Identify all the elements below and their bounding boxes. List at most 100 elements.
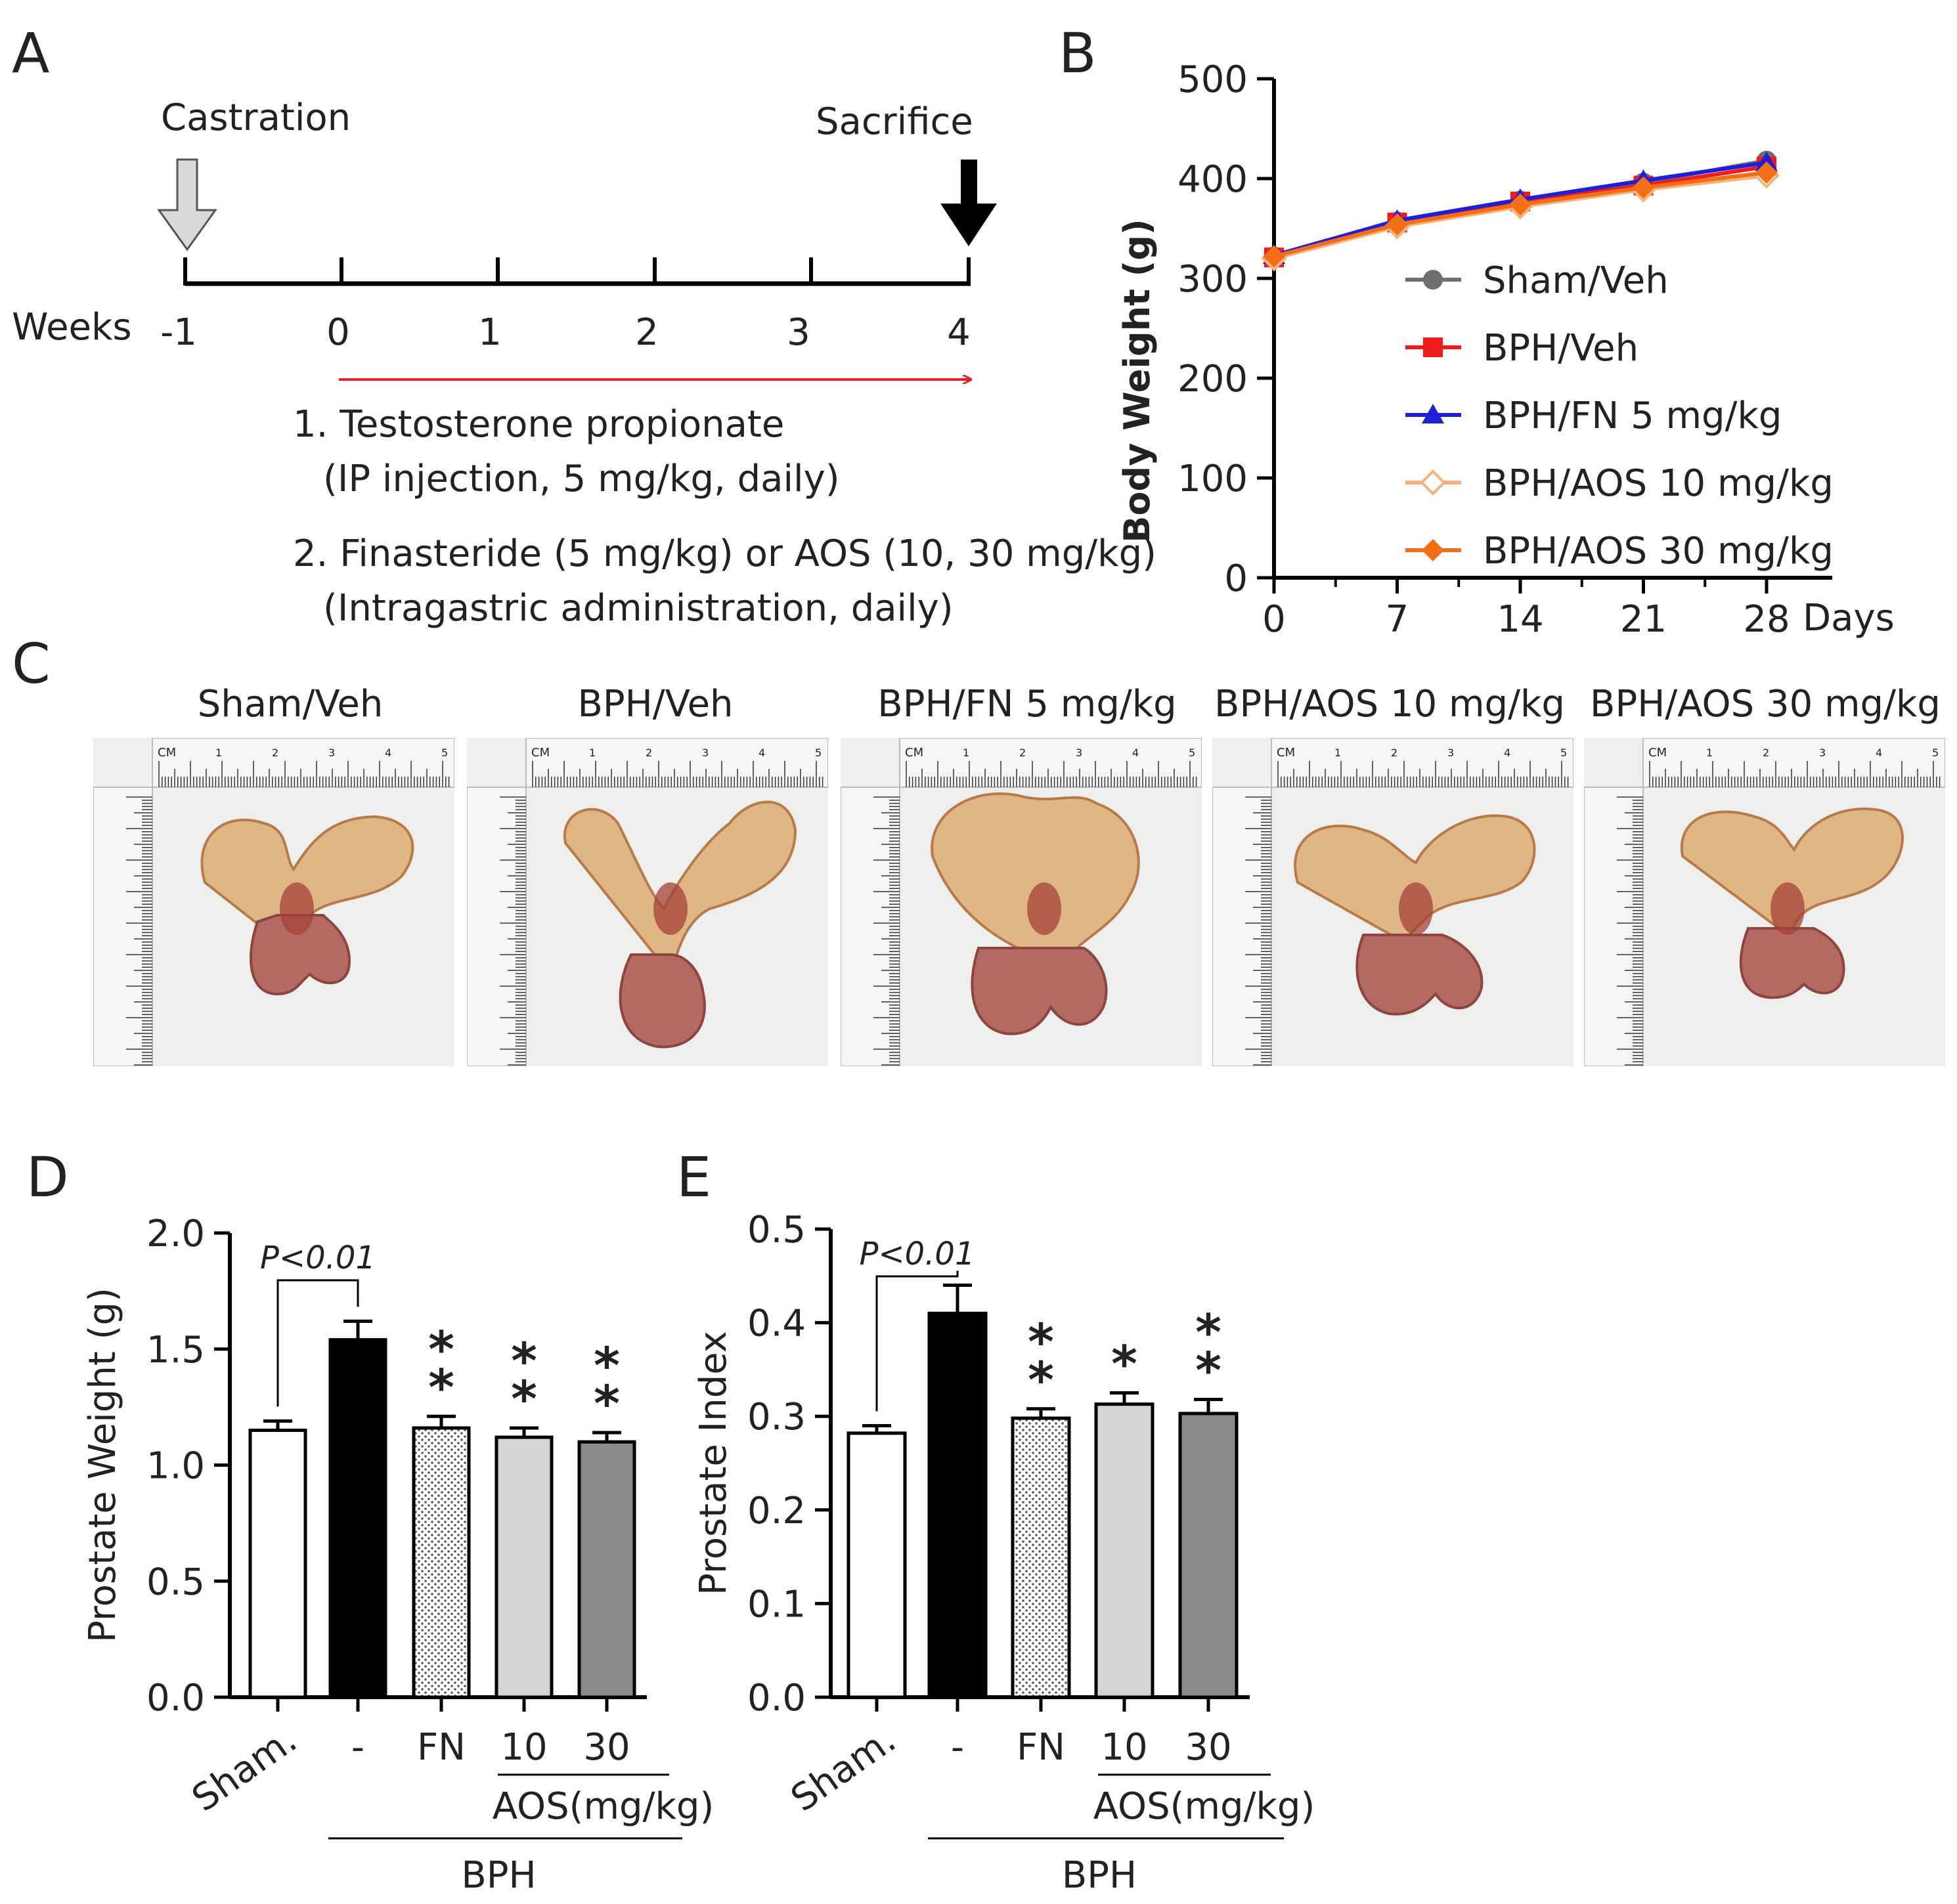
prostate-photo-fn: CM 1 2 3 4 5 <box>841 738 1202 1066</box>
legend-label: BPH/Veh <box>1483 327 1638 370</box>
prostate-photo-aos30: CM 1 2 3 4 5 <box>1584 738 1945 1066</box>
p-value-label: P<0.01 <box>260 1240 376 1276</box>
castration-label: Castration <box>161 97 351 139</box>
y-tick-label: 100 <box>1177 458 1248 500</box>
ruler-number: 4 <box>1132 746 1139 759</box>
photo-title-bph: BPH/Veh <box>577 683 734 725</box>
prostate-photo-drawing: CM 1 2 3 4 5 <box>93 738 454 1066</box>
y-tick-label: 2.0 <box>146 1213 205 1255</box>
y-axis-label: Prostate Index <box>692 1331 735 1595</box>
timeline: Castration Sacrifice Weeks -1 0 1 2 3 4 … <box>12 97 1156 630</box>
y-tick-label: 400 <box>1177 158 1248 201</box>
bar <box>577 1440 636 1699</box>
legend-marker <box>1420 469 1446 496</box>
sacrifice-label: Sacrifice <box>816 100 973 143</box>
x-tick-label: 28 <box>1743 598 1790 641</box>
data-point <box>1755 161 1778 184</box>
ruler-number: 2 <box>272 746 278 759</box>
ruler-number: 2 <box>646 746 652 759</box>
legend-label: Sham/Veh <box>1483 259 1669 302</box>
bar <box>1011 1416 1071 1699</box>
bar <box>847 1431 907 1699</box>
legend-label: BPH/AOS 30 mg/kg <box>1483 530 1834 573</box>
ruler-number: 3 <box>702 746 709 759</box>
category-label: FN <box>417 1726 466 1769</box>
panel-label-c: C <box>12 632 51 696</box>
week-tick-label: 3 <box>787 311 810 354</box>
prostate-photo-drawing: CM 1 2 3 4 5 <box>1212 738 1573 1066</box>
week-tick-label: -1 <box>160 311 197 354</box>
y-tick-label: 0.1 <box>747 1583 806 1626</box>
category-label: 10 <box>1101 1726 1147 1769</box>
data-point <box>1263 245 1285 268</box>
prostate-gland <box>1355 934 1484 1016</box>
aos-group-label: AOS(mg/kg) <box>1093 1785 1315 1828</box>
prostate-photo-drawing: CM 1 2 3 4 5 <box>467 738 828 1066</box>
significance-star: * <box>594 1336 620 1395</box>
legend-label: BPH/AOS 10 mg/kg <box>1483 462 1834 505</box>
y-tick-label: 0.0 <box>146 1677 205 1720</box>
data-point <box>1632 176 1655 199</box>
tissue-center <box>1399 882 1433 935</box>
week-tick-label: 0 <box>326 311 350 354</box>
ruler-number: 5 <box>1189 746 1195 759</box>
y-tick-label: 1.0 <box>146 1445 205 1488</box>
significance-star: * <box>1028 1351 1054 1409</box>
prostate-photo-drawing: CM 1 2 3 4 5 <box>841 738 1202 1066</box>
tissue-center <box>1770 882 1805 935</box>
data-point <box>1755 151 1778 171</box>
ruler-number: 1 <box>1334 746 1341 759</box>
tissue-center <box>653 882 688 935</box>
prostate-photo-aos10: CM 1 2 3 4 5 <box>1212 738 1573 1066</box>
y-tick-label: 0.5 <box>146 1561 205 1603</box>
seminal-vesicle-lobes <box>931 792 1140 949</box>
sacrifice-arrow-icon <box>940 160 997 246</box>
ruler-number: 2 <box>1391 746 1397 759</box>
panel-label-d: D <box>26 1145 69 1209</box>
body-weight-line-chart: 0 100 200 300 400 500 0 7 14 21 28 Days Body Weight … <box>1116 58 1895 641</box>
ruler-number: 5 <box>1560 746 1567 759</box>
legend-marker <box>1423 337 1443 357</box>
category-label: - <box>351 1726 364 1769</box>
y-axis-label: Body Weight (g) <box>1116 219 1158 542</box>
ruler-number: 4 <box>385 746 391 759</box>
category-label: 10 <box>500 1726 547 1769</box>
ruler-number: 3 <box>1076 746 1082 759</box>
treatment-line-3: 2. Finasteride (5 mg/kg) or AOS (10, 30 … <box>293 532 1156 575</box>
x-axis-label: Days <box>1803 597 1895 639</box>
bar <box>248 1428 307 1699</box>
prostate-gland <box>971 947 1108 1035</box>
ruler-number: 4 <box>1876 746 1882 759</box>
ruler-number: 3 <box>1819 746 1826 759</box>
significance-star: * <box>1195 1303 1221 1362</box>
data-point <box>1509 193 1531 216</box>
weeks-label: Weeks <box>12 306 132 349</box>
ruler-number: 3 <box>328 746 335 759</box>
significance-star: * <box>428 1358 454 1416</box>
ruler-number: 5 <box>441 746 448 759</box>
prostate-photo-drawing: CM 1 2 3 4 5 <box>1584 738 1945 1066</box>
ruler-number: 3 <box>1447 746 1454 759</box>
legend-marker <box>1423 270 1443 290</box>
category-label: Sham. <box>185 1718 305 1820</box>
tissue-center <box>1027 882 1061 935</box>
treatment-line-2: (IP injection, 5 mg/kg, daily) <box>323 458 840 500</box>
y-tick-label: 0 <box>1224 557 1248 600</box>
bph-group-label: BPH <box>1062 1854 1137 1897</box>
x-tick-label: 21 <box>1620 598 1667 641</box>
ruler-number: 2 <box>1763 746 1769 759</box>
significance-bracket <box>276 1279 359 1407</box>
significance-star: * <box>594 1374 620 1433</box>
x-tick-label: 7 <box>1386 598 1409 641</box>
photo-title-sham: Sham/Veh <box>197 683 384 725</box>
ruler-cm-label: CM <box>158 746 176 760</box>
bar <box>1178 1412 1239 1699</box>
photo-title-aos10: BPH/AOS 10 mg/kg <box>1214 683 1565 725</box>
legend-marker <box>1422 404 1444 423</box>
ruler-number: 2 <box>1019 746 1026 759</box>
photo-title-fn: BPH/FN 5 mg/kg <box>877 683 1177 725</box>
significance-star: * <box>1028 1312 1054 1371</box>
prostate-photo-bph: CM 1 2 3 4 5 <box>467 738 828 1066</box>
ruler-number: 1 <box>963 746 969 759</box>
